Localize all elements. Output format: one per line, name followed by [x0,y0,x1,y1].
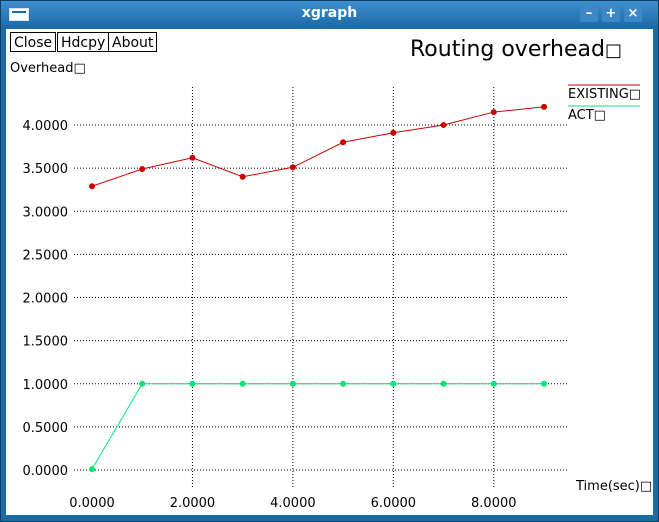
data-point-act [340,380,347,387]
y-tick-label: 1.0000 [23,378,69,393]
data-point-act [490,380,497,387]
y-tick-label: 2.0000 [23,292,69,307]
close-button[interactable]: Close [10,32,57,52]
y-tick-label: 1.5000 [23,335,69,350]
data-point-act [440,380,447,387]
series-line-existing [91,106,545,187]
data-point-act [139,380,146,387]
data-point-existing [239,173,246,180]
y-tick-label: 3.0000 [23,205,69,220]
window-menu-icon[interactable] [9,8,29,21]
x-axis-label: Time(sec)□ [576,479,653,494]
data-point-existing [139,165,146,172]
data-point-existing [289,164,296,171]
x-tick-label: 4.0000 [270,496,316,511]
data-point-existing [189,154,196,161]
series-lines [89,103,547,473]
window-title: xgraph [301,5,358,21]
data-point-existing [340,139,347,146]
data-point-existing [440,122,447,128]
maximize-icon[interactable]: + [602,6,620,22]
y-tick-label: 2.5000 [23,248,69,263]
legend-entry: ACT□ [568,108,606,123]
line-chart: 0.0000 0.5000 1.0000 1.5000 2.0000 2.5000 3.00… [23,84,641,511]
x-tick-label: 8.0000 [471,496,517,511]
data-point-existing [490,109,497,116]
x-tick-label: 6.0000 [371,496,417,511]
data-point-act [390,380,397,387]
y-tick-label: 3.5000 [23,162,69,177]
y-tick-label: 0.5000 [23,421,69,436]
grid-lines [74,87,568,489]
data-point-act [541,380,547,387]
x-tick-label: 0.0000 [69,496,115,511]
legend: EXISTING□ ACT□ [568,84,641,123]
minimize-icon[interactable]: – [580,6,598,22]
data-point-act [289,380,296,387]
close-window-icon[interactable]: × [624,6,642,22]
about-button[interactable]: About [108,32,158,52]
graph-area: Close Hdcpy About Routing overhead□ Over… [6,29,653,515]
data-point-act [189,380,196,387]
chart-title: Routing overhead□ [410,37,622,62]
title-bar[interactable]: xgraph – + × [1,1,658,27]
legend-entry: EXISTING□ [568,87,641,102]
y-tick-label: 4.0000 [23,119,69,134]
tick-labels: 0.0000 0.5000 1.0000 1.5000 2.0000 2.5000 3.00… [23,119,517,511]
y-axis-label: Overhead□ [10,61,86,76]
y-tick-label: 0.0000 [23,464,69,479]
data-point-existing [541,103,547,110]
data-point-existing [390,129,397,136]
x-tick-label: 2.0000 [170,496,216,511]
series-line-act [91,383,544,470]
data-point-act [239,380,246,387]
data-point-act [89,466,95,473]
data-point-existing [89,183,95,190]
